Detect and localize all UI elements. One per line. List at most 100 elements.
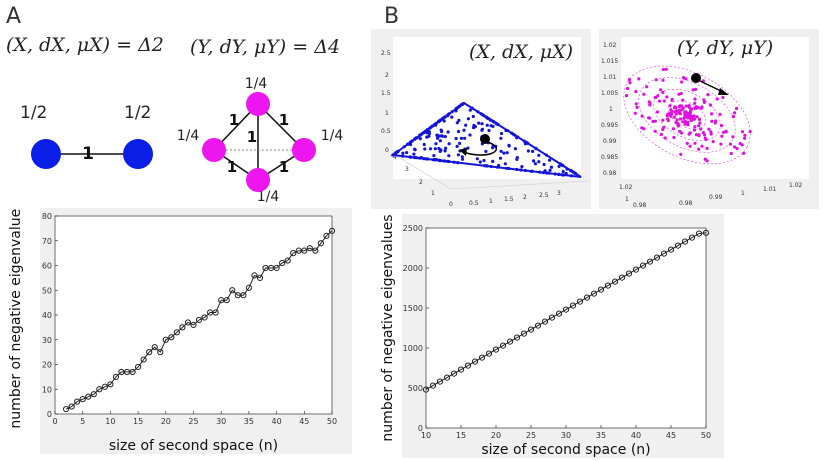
cloud-point: [475, 157, 479, 161]
y-tick-label: 80: [42, 212, 52, 221]
space-x-label: (X, dX, μX): [469, 41, 574, 63]
cloud-point: [709, 132, 713, 136]
cloud-point: [624, 94, 629, 98]
panel-a-letter: A: [6, 4, 22, 29]
cloud-point: [470, 106, 474, 110]
point-cloud-x: 2.5 2 1.5 1 0.5 0 4 3 2 1 0 0.5 1 1.5 2 …: [371, 29, 591, 209]
graph-node-1: [31, 139, 61, 169]
cloud-point: [708, 103, 712, 107]
cloud-point: [733, 111, 737, 115]
cloud-point: [665, 95, 669, 99]
cloud-point: [695, 115, 699, 119]
cloud-point: [463, 136, 467, 140]
edge-label-right-bottom: 1: [279, 158, 289, 176]
cloud-point: [688, 114, 692, 118]
data-point: [618, 274, 626, 281]
cloud-point: [685, 141, 689, 145]
data-point: [146, 349, 153, 356]
cloud-point: [661, 78, 665, 82]
tick-label: 2: [385, 72, 389, 79]
cloud-point: [520, 165, 524, 169]
cloud-point: [395, 150, 400, 154]
formula-space-x: (X, dX, μX) = Δ2: [6, 34, 164, 56]
cloud-point: [402, 145, 406, 149]
cloud-point: [443, 135, 447, 139]
data-point: [492, 346, 500, 353]
cloud-point: [748, 130, 752, 134]
cloud-point: [729, 151, 733, 156]
data-point: [101, 383, 108, 390]
cloud-point: [683, 110, 687, 115]
data-point: [499, 342, 507, 349]
cloud-point: [461, 102, 465, 106]
cloud-point: [466, 146, 470, 150]
cloud-point: [634, 90, 638, 94]
arrow-head: [459, 148, 467, 156]
cloud-point: [642, 127, 646, 131]
graph-node-2: [123, 139, 153, 169]
node-weight-top: 1/4: [245, 76, 268, 92]
cloud-point: [740, 130, 745, 134]
data-point: [667, 246, 675, 253]
data-point: [527, 326, 535, 333]
cloud-point: [688, 144, 692, 148]
data-point: [284, 257, 291, 264]
cloud-point: [437, 158, 441, 162]
data-point: [140, 356, 147, 363]
orbit-ring: [668, 100, 706, 130]
cloud-point: [499, 131, 504, 136]
data-point: [301, 247, 308, 254]
cloud-point: [670, 109, 674, 114]
data-point: [611, 278, 619, 285]
cloud-point: [443, 115, 447, 119]
cloud-point: [626, 86, 630, 91]
x-tick-label: 30: [561, 431, 571, 440]
data-point: [436, 378, 444, 385]
cloud-point: [442, 159, 447, 163]
cloud-point: [666, 117, 670, 121]
x-tick-label: 50: [701, 431, 711, 440]
cloud-point: [693, 101, 697, 105]
cloud-point: [661, 90, 665, 95]
cloud-point: [444, 146, 448, 150]
cloud-point: [466, 117, 470, 121]
cloud-point: [679, 91, 683, 96]
cloud-point: [533, 162, 537, 166]
x-tick-label: 15: [456, 431, 466, 440]
cloud-point: [443, 149, 447, 153]
tick-label: 1.02: [619, 184, 633, 191]
data-point: [317, 240, 325, 247]
data-point: [279, 259, 286, 267]
cloud-point: [635, 105, 639, 109]
cloud-point: [491, 146, 495, 150]
data-point: [695, 230, 703, 237]
cloud-point: [409, 155, 413, 159]
cloud-point: [668, 104, 672, 108]
cloud-point: [413, 137, 417, 141]
x-tick-label: 45: [299, 417, 309, 426]
cloud-point: [699, 127, 703, 131]
cloud-point: [409, 142, 413, 147]
x-tick-label: 10: [421, 431, 431, 440]
tick-label: 2: [419, 179, 423, 186]
cloud-point: [513, 147, 517, 151]
cloud-point: [633, 111, 637, 115]
node-weight-right: 1/2: [124, 103, 152, 123]
cloud-point: [437, 146, 441, 151]
cloud-point: [505, 151, 509, 155]
cloud-point: [480, 122, 484, 126]
data-point: [681, 238, 689, 245]
tick-label: 0: [385, 147, 389, 154]
cloud-point: [569, 169, 573, 173]
cloud-point: [505, 128, 510, 133]
cloud-point: [719, 142, 723, 146]
tick-label: 0.5: [469, 200, 479, 207]
cloud-point: [523, 168, 527, 173]
y-axis-label: number of negative eigenvalues: [8, 208, 24, 429]
data-point: [583, 294, 591, 301]
cloud-point: [432, 123, 436, 127]
y-axis-label: number of negative eigenvalues: [380, 214, 396, 441]
cloud-point: [485, 123, 489, 127]
cloud-point: [446, 130, 450, 134]
cloud-point: [648, 103, 652, 107]
